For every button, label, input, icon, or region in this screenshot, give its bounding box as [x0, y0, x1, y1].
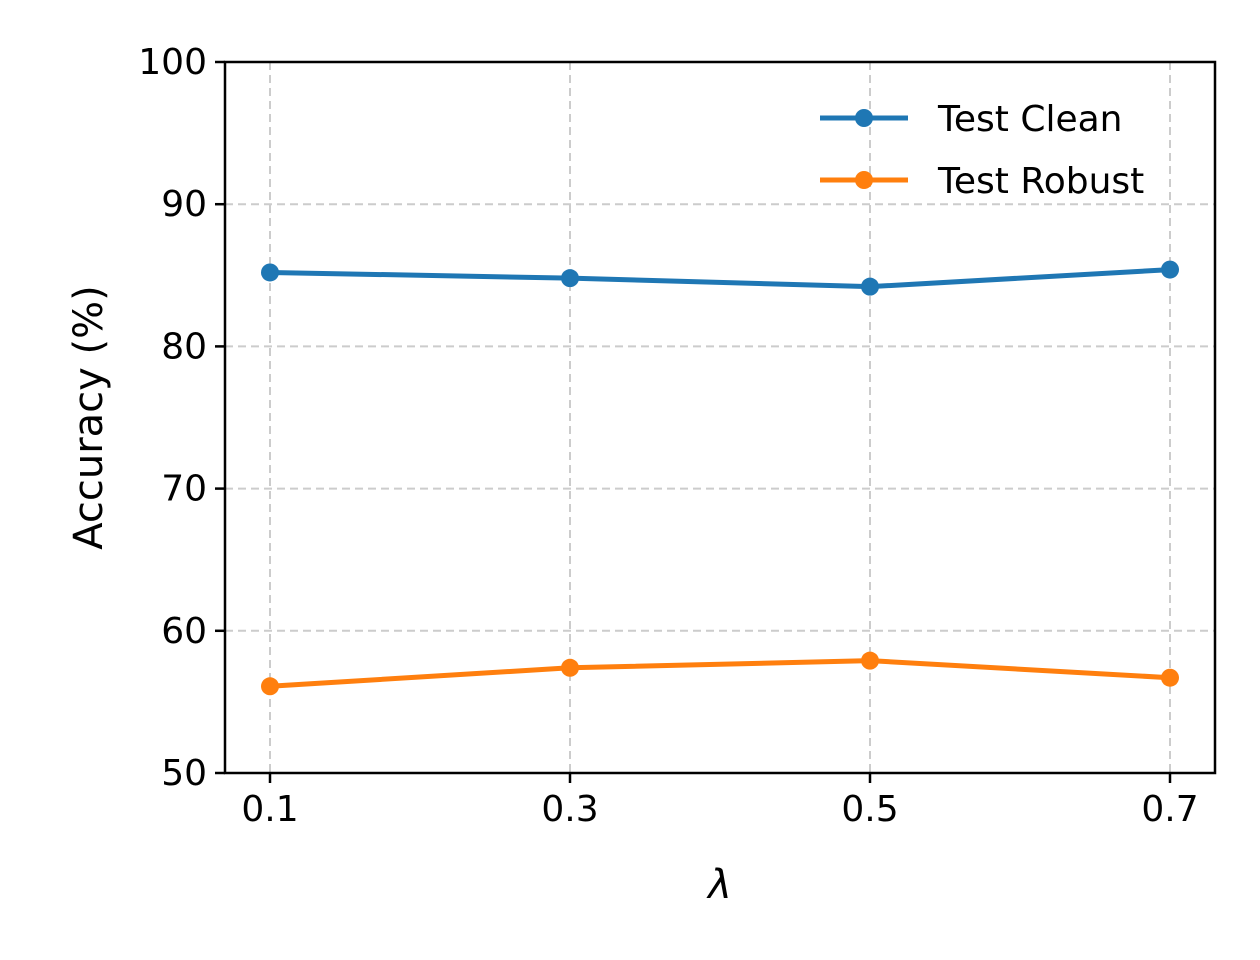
y-axis-label: Accuracy (%) — [66, 285, 112, 550]
data-point-test-robust — [1161, 668, 1179, 687]
x-tick-label: 0.1 — [241, 789, 298, 830]
series-line-test-clean — [267, 267, 1173, 290]
series-group — [261, 260, 1179, 696]
data-point-test-clean — [861, 277, 879, 296]
x-tick-label: 0.5 — [841, 789, 898, 830]
data-point-test-clean — [561, 269, 579, 288]
legend: Test Clean Test Robust — [820, 99, 1144, 202]
data-point-test-robust — [261, 677, 279, 696]
y-tick-label: 90 — [161, 184, 207, 225]
y-tick-label: 70 — [161, 469, 207, 510]
legend-label: Test Robust — [937, 161, 1144, 202]
legend-swatch-marker — [855, 171, 873, 189]
x-tick-label: 0.3 — [541, 789, 598, 830]
data-point-test-clean — [261, 263, 279, 282]
x-axis-label: λ — [706, 862, 732, 908]
axis-ticks: 0.1 0.3 0.5 0.7 50 60 70 80 90 100 — [138, 42, 1198, 830]
y-tick-label: 60 — [161, 611, 207, 652]
plot-frame — [223, 60, 1217, 775]
data-point-test-robust — [861, 651, 879, 670]
legend-label: Test Clean — [937, 99, 1123, 140]
y-tick-label: 100 — [138, 42, 207, 83]
legend-swatch-marker — [855, 109, 873, 127]
x-tick-label: 0.7 — [1141, 789, 1198, 830]
y-tick-label: 80 — [161, 326, 207, 367]
data-point-test-clean — [1161, 260, 1179, 279]
data-point-test-robust — [561, 658, 579, 677]
series-line-test-robust — [267, 658, 1173, 689]
y-tick-label: 50 — [161, 753, 207, 794]
